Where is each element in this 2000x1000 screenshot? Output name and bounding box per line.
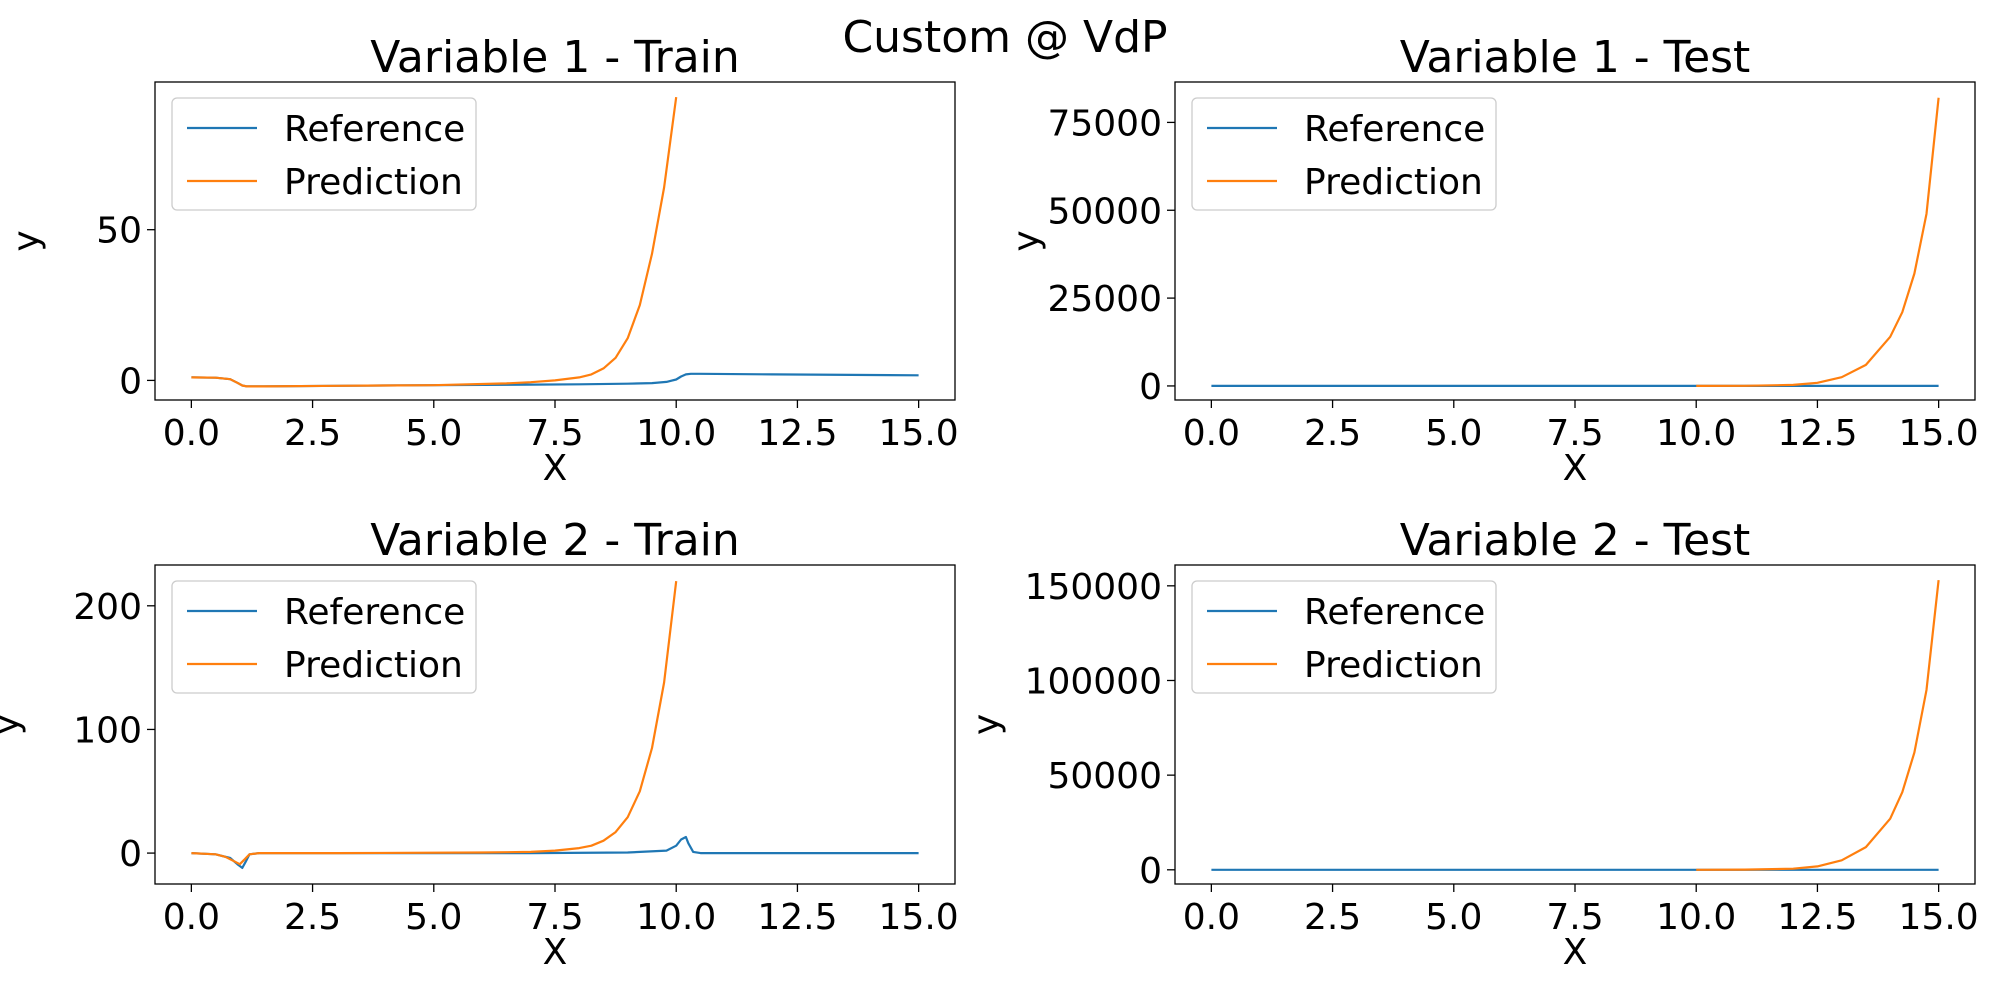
x-axis-label: X [1563, 932, 1588, 973]
x-tick-label: 7.5 [526, 897, 583, 938]
x-tick-label: 5.0 [405, 897, 462, 938]
x-tick-label: 12.5 [757, 413, 837, 454]
x-tick-label: 15.0 [1899, 413, 1979, 454]
subplot-3: Variable 2 - Train 0.0 2.5 5.0 7.5 10.0 12.5 15… [0, 515, 959, 973]
subplot-2: Variable 1 - Test 0.0 2.5 5.0 7.5 10.0 12.5 15.… [1006, 32, 1979, 489]
subplot-title: Variable 2 - Train [370, 515, 740, 566]
subplot-1: Variable 1 - Train 0.0 2.5 5.0 7.5 10.0 12.5 15… [6, 32, 959, 489]
axes-frame [154, 564, 956, 885]
y-tick-label: 75000 [1047, 103, 1162, 144]
x-axis-label: X [543, 932, 568, 973]
y-tick-label: 0 [1139, 367, 1162, 408]
y-tick-label: 50000 [1047, 191, 1162, 232]
x-tick-label: 15.0 [879, 413, 959, 454]
x-tick-label: 0.0 [163, 413, 220, 454]
x-tick-label: 0.0 [163, 897, 220, 938]
x-tick-label: 5.0 [1425, 413, 1482, 454]
y-tick-label: 0 [1139, 851, 1162, 892]
series-line-prediction [1696, 97, 1940, 387]
y-axis-label: y [966, 714, 1007, 735]
x-tick-label: 10.0 [636, 413, 716, 454]
legend-label-reference: Reference [1304, 592, 1485, 633]
y-tick-label: 0 [119, 361, 142, 402]
series-line-prediction [191, 96, 678, 388]
series-line-reference [191, 835, 919, 870]
x-tick-label: 12.5 [757, 897, 837, 938]
x-tick-label: 10.0 [1656, 897, 1736, 938]
y-tick-label: 200 [73, 587, 142, 628]
x-tick-label: 2.5 [284, 413, 341, 454]
figure-suptitle: Custom @ VdP [842, 12, 1167, 63]
legend: Reference Prediction [1191, 97, 1497, 211]
y-tick-label: 150000 [1025, 567, 1162, 608]
legend-label-prediction: Prediction [1304, 162, 1483, 203]
axes-frame [154, 81, 956, 401]
x-tick-label: 2.5 [1304, 413, 1361, 454]
subplot-4: Variable 2 - Test 0.0 2.5 5.0 7.5 10.0 12.5 15.… [966, 515, 1979, 973]
legend: Reference Prediction [171, 580, 477, 694]
axes-frame [1174, 564, 1976, 885]
subplot-title: Variable 1 - Test [1400, 32, 1751, 83]
x-tick-label: 2.5 [1304, 897, 1361, 938]
x-tick-label: 10.0 [636, 897, 716, 938]
x-tick-label: 7.5 [1546, 897, 1603, 938]
x-tick-label: 0.0 [1183, 413, 1240, 454]
x-tick-label: 12.5 [1777, 413, 1857, 454]
x-axis-label: X [1563, 448, 1588, 489]
x-tick-label: 5.0 [1425, 897, 1482, 938]
axes-frame [1174, 81, 1976, 401]
legend: Reference Prediction [1191, 580, 1497, 694]
legend: Reference Prediction [171, 97, 477, 211]
x-tick-label: 12.5 [1777, 897, 1857, 938]
x-tick-label: 7.5 [526, 413, 583, 454]
y-tick-label: 100000 [1025, 661, 1162, 702]
x-tick-label: 15.0 [1899, 897, 1979, 938]
legend-label-reference: Reference [284, 592, 465, 633]
subplot-grid: Variable 1 - Train 0.0 2.5 5.0 7.5 10.0 12.5 15… [0, 32, 1979, 973]
x-tick-label: 0.0 [1183, 897, 1240, 938]
series-line-prediction [1696, 579, 1940, 871]
y-tick-label: 25000 [1047, 279, 1162, 320]
legend-label-prediction: Prediction [284, 162, 463, 203]
y-tick-label: 100 [73, 710, 142, 751]
y-axis-label: y [1006, 230, 1047, 251]
x-tick-label: 7.5 [1546, 413, 1603, 454]
subplot-title: Variable 2 - Test [1400, 515, 1751, 566]
legend-label-reference: Reference [284, 109, 465, 150]
x-tick-label: 2.5 [284, 897, 341, 938]
y-axis-label: y [6, 230, 47, 251]
legend-label-prediction: Prediction [1304, 645, 1483, 686]
series-line-prediction [191, 580, 678, 866]
legend-label-prediction: Prediction [284, 645, 463, 686]
x-tick-label: 5.0 [405, 413, 462, 454]
subplot-title: Variable 1 - Train [370, 32, 740, 83]
y-tick-label: 50 [96, 211, 142, 252]
x-tick-label: 10.0 [1656, 413, 1736, 454]
legend-label-reference: Reference [1304, 109, 1485, 150]
x-axis-label: X [543, 448, 568, 489]
x-tick-label: 15.0 [879, 897, 959, 938]
y-tick-label: 0 [119, 834, 142, 875]
y-axis-label: y [0, 714, 27, 735]
y-tick-label: 50000 [1047, 756, 1162, 797]
